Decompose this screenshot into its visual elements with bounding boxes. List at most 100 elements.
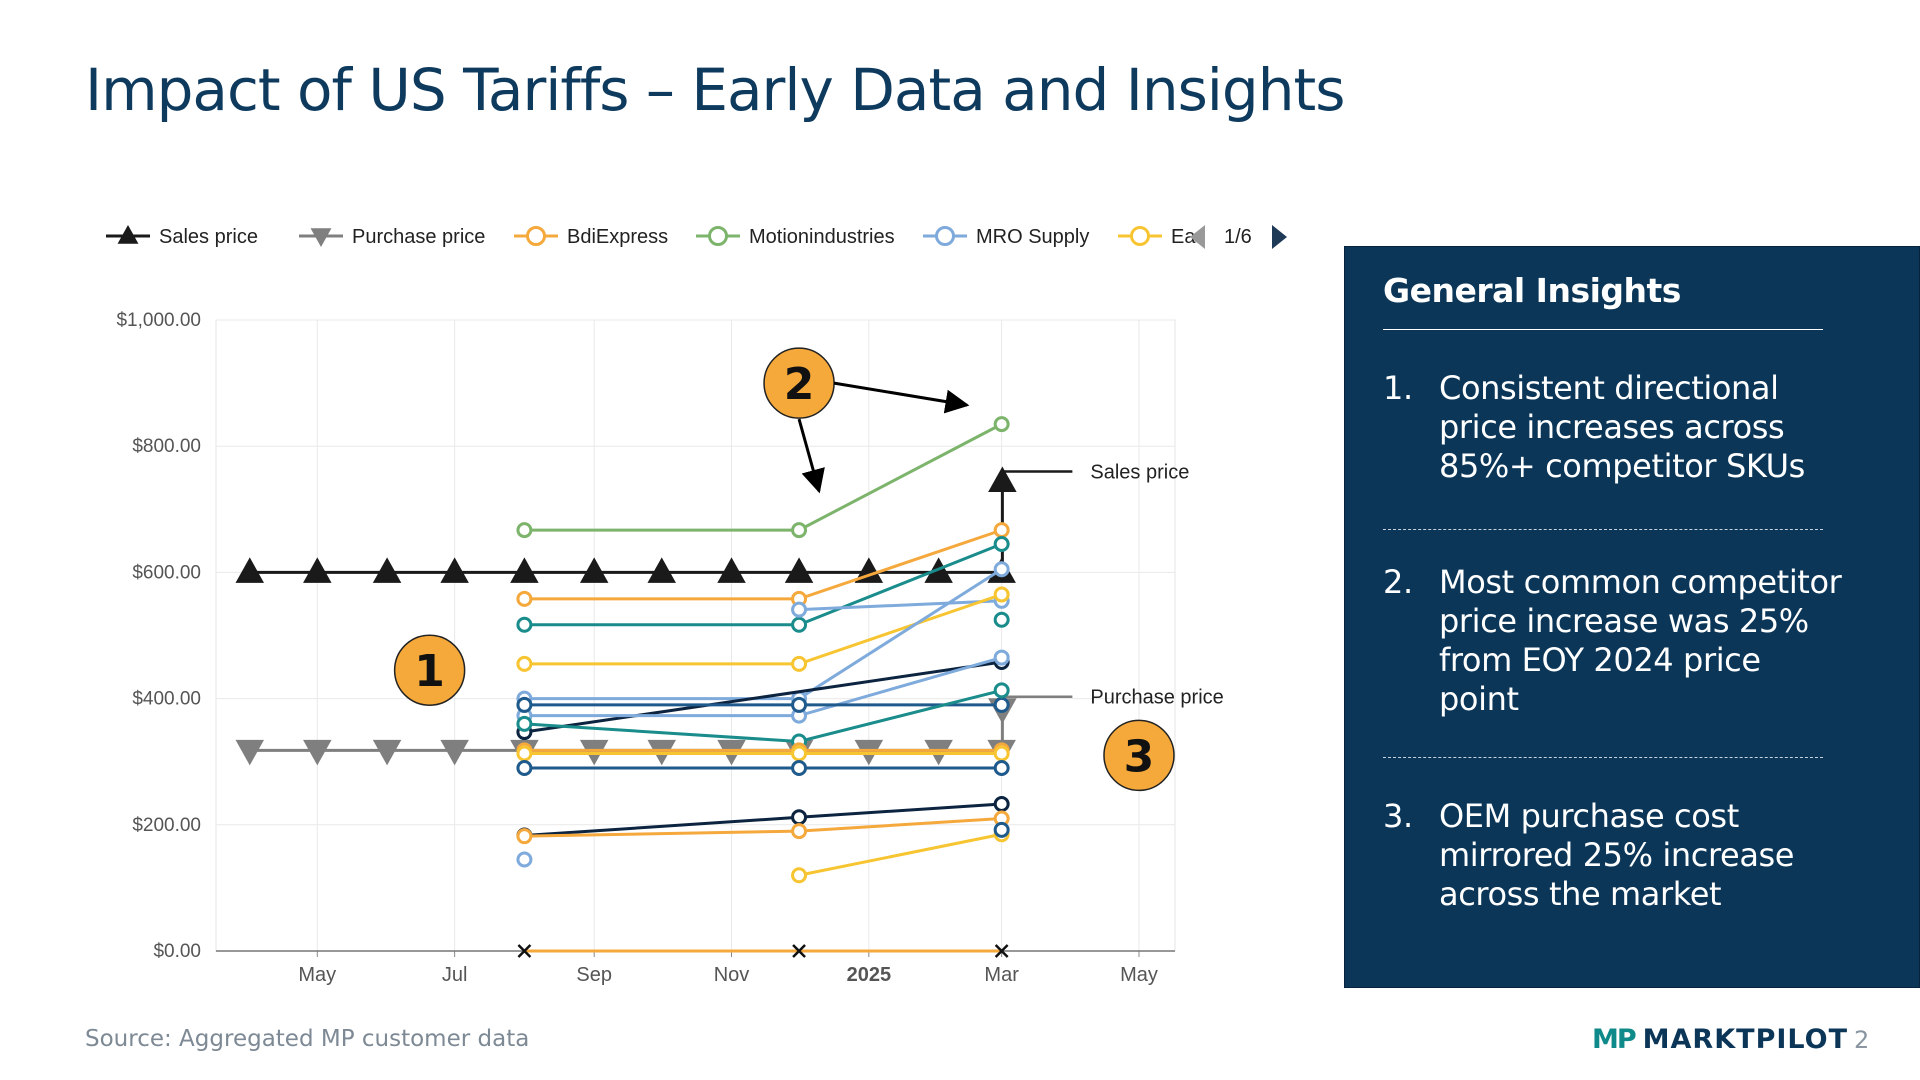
x-tick-label: Nov <box>714 964 750 986</box>
competitor-point <box>516 590 533 607</box>
competitor-point <box>791 601 808 618</box>
competitor-point <box>993 536 1010 553</box>
legend-label: Purchase price <box>352 226 485 248</box>
y-tick-label: $800.00 <box>132 436 201 457</box>
competitor-point <box>993 649 1010 666</box>
legend-label: Motionindustries <box>749 226 895 248</box>
sales-price-marker <box>510 557 539 583</box>
sales-price-marker <box>235 557 265 583</box>
insights-panel: General Insights 1. Consistent direction… <box>1344 246 1920 988</box>
legend-marker <box>935 226 955 246</box>
competitor-point <box>791 522 808 539</box>
x-marker <box>517 944 532 958</box>
annotation-badge-1 <box>393 634 466 706</box>
competitor-point <box>516 616 533 633</box>
competitor-point <box>516 522 533 539</box>
legend-entry: Sales price <box>106 225 258 248</box>
x-tick-label: Mar <box>984 964 1019 986</box>
sales-price-marker <box>784 557 814 583</box>
competitor-line <box>798 832 1002 877</box>
competitor-point <box>791 745 808 762</box>
legend-pager: 1/6 <box>1224 226 1252 248</box>
legend-entry: BdiExpress <box>514 226 668 248</box>
brand-logo: MP MARKTPILOT <box>1592 1024 1848 1055</box>
competitor-point <box>993 821 1010 838</box>
sales-price-marker <box>647 557 676 583</box>
source-note: Source: Aggregated MP customer data <box>85 1026 530 1052</box>
competitor-point <box>993 696 1010 713</box>
x-tick-label: 2025 <box>847 964 892 986</box>
insight-number: 3. <box>1383 797 1413 835</box>
competitor-point <box>993 611 1010 628</box>
x-tick-label: May <box>1120 964 1158 986</box>
annotation-badge-3 <box>1103 719 1175 792</box>
insight-divider <box>1383 757 1823 758</box>
insights-heading: General Insights <box>1383 271 1681 310</box>
competitor-point <box>791 809 808 826</box>
sales-price-marker <box>440 557 469 583</box>
competitor-point <box>516 715 533 732</box>
brand-mark: MP <box>1592 1024 1637 1055</box>
legend-label: MRO Supply <box>976 226 1089 248</box>
insight-number: 2. <box>1383 563 1413 601</box>
x-tick-label: Jul <box>442 964 468 986</box>
y-tick-label: $200.00 <box>132 815 201 836</box>
legend-marker <box>117 225 139 244</box>
competitor-point <box>516 760 533 777</box>
competitor-point <box>993 586 1010 603</box>
sales-price-marker <box>372 557 402 583</box>
competitor-point <box>516 851 533 868</box>
annotation-label: 1 <box>414 646 445 697</box>
series-line-sales-price <box>249 471 1004 574</box>
competitor-point <box>516 655 533 672</box>
legend-marker <box>708 226 728 246</box>
competitor-point <box>516 696 533 713</box>
y-tick-label: $400.00 <box>132 689 201 710</box>
sales-price-marker <box>988 466 1017 492</box>
competitor-point <box>791 760 808 777</box>
competitor-point <box>516 745 533 762</box>
competitor-point <box>993 522 1010 539</box>
purchase-price-marker <box>440 739 469 766</box>
sales-price-marker <box>579 557 609 583</box>
insight-number: 1. <box>1383 369 1413 407</box>
purchase-price-marker <box>372 739 402 766</box>
legend-entry: Purchase price <box>299 226 485 248</box>
competitor-point <box>791 616 808 633</box>
insight-divider <box>1383 529 1823 530</box>
legend-entry: Eas <box>1118 226 1205 248</box>
competitor-point <box>993 561 1010 578</box>
competitor-point <box>993 760 1010 777</box>
competitor-point <box>993 416 1010 433</box>
legend-entry: MRO Supply <box>923 226 1089 248</box>
legend-marker <box>310 228 332 247</box>
competitor-point <box>993 795 1010 812</box>
competitor-point <box>791 696 808 713</box>
brand-name: MARKTPILOT <box>1642 1024 1849 1055</box>
competitor-point <box>993 682 1010 699</box>
purchase-price-marker <box>235 739 265 766</box>
annotation-label: 3 <box>1124 731 1155 782</box>
annotation-arrow <box>797 418 825 494</box>
page-title: Impact of US Tariffs – Early Data and In… <box>85 56 1345 124</box>
sales-price-marker <box>717 557 746 583</box>
competitor-point <box>791 823 808 840</box>
y-tick-label: $1,000.00 <box>116 310 201 331</box>
legend-marker <box>1130 226 1150 246</box>
annotation-label: 2 <box>784 359 815 410</box>
x-tick-label: Sep <box>576 964 612 986</box>
y-tick-label: $600.00 <box>132 562 201 583</box>
competitor-point <box>791 655 808 672</box>
legend-label: BdiExpress <box>567 226 668 248</box>
competitor-point <box>993 745 1010 762</box>
competitor-line <box>524 660 1002 734</box>
insights-heading-divider <box>1383 329 1823 330</box>
x-marker <box>994 944 1009 958</box>
x-tick-label: May <box>298 964 336 986</box>
sales-price-marker <box>303 557 332 583</box>
legend-next-icon <box>1272 225 1287 249</box>
insight-text: Consistent directional price increases a… <box>1439 369 1805 485</box>
insight-text: OEM purchase cost mirrored 25% increase … <box>1439 797 1795 913</box>
legend-entry: Motionindustries <box>696 226 895 248</box>
end-label: Purchase price <box>1090 687 1223 709</box>
